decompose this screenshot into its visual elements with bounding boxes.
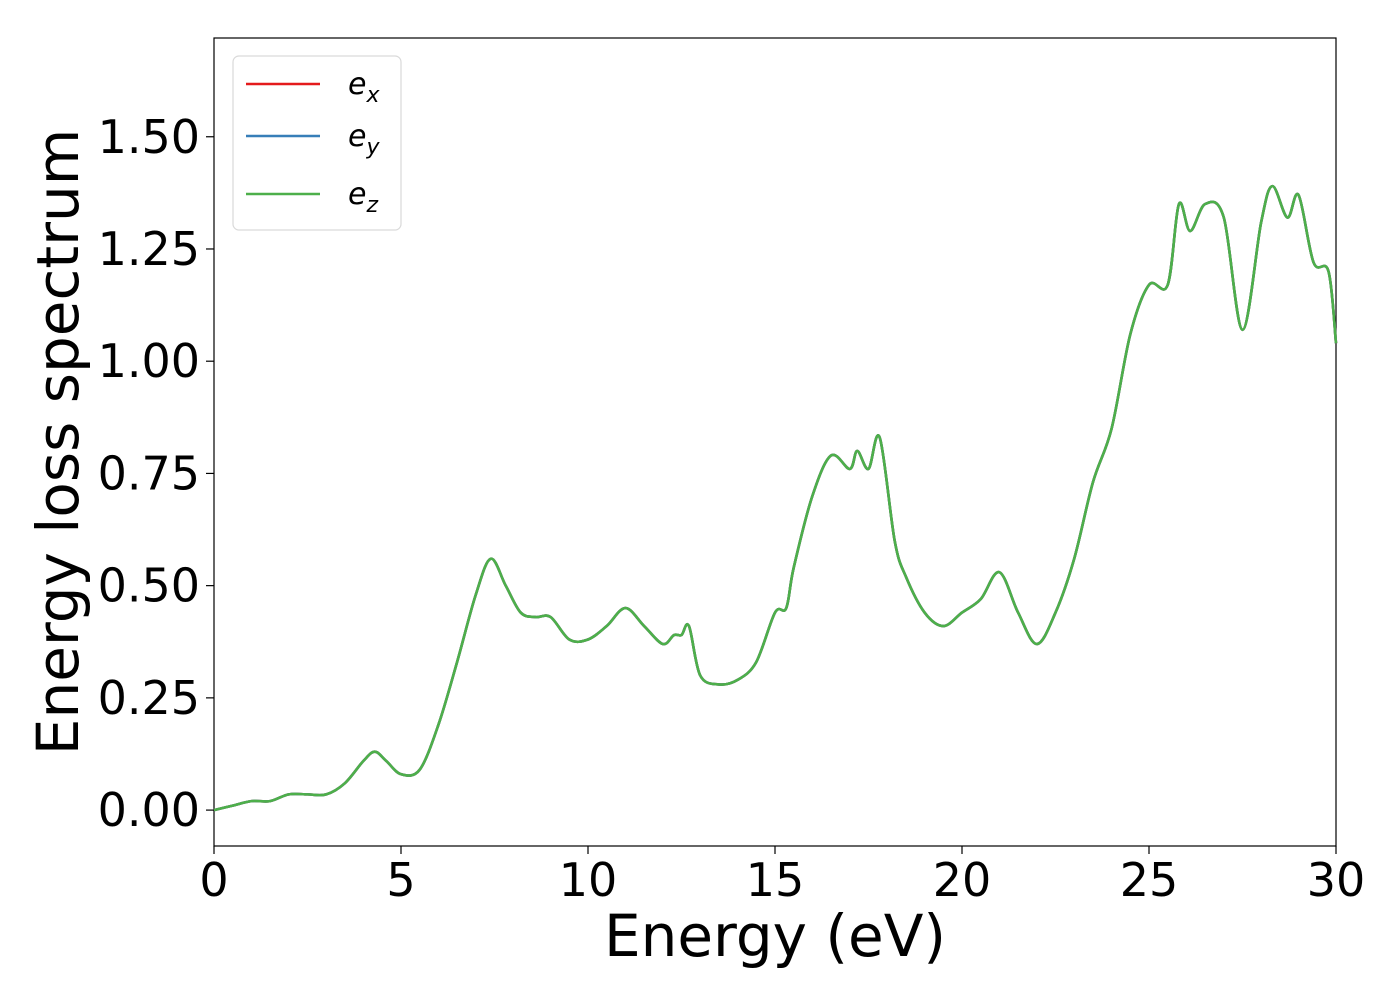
- series-line-ez: [213, 184, 1338, 812]
- legend-label: ey: [348, 119, 380, 160]
- y-axis-title: Energy loss spectrum: [24, 129, 92, 755]
- y-tick-label: 0.75: [98, 446, 200, 500]
- x-tick-label: 20: [933, 853, 992, 907]
- y-tick-label: 1.50: [98, 110, 200, 164]
- x-tick-label: 10: [559, 853, 618, 907]
- legend-label-base: e: [348, 67, 366, 102]
- series-layer: [213, 184, 1338, 812]
- x-tick-label: 15: [746, 853, 805, 907]
- y-tick-label: 1.00: [98, 334, 200, 388]
- series-line-ey: [213, 184, 1338, 812]
- legend-label-sub: y: [365, 135, 380, 160]
- legend-label-sub: z: [365, 193, 378, 218]
- y-tick-label: 1.25: [98, 222, 200, 276]
- legend-label-base: e: [348, 119, 366, 154]
- y-axis: 0.00 0.25 0.50 0.75 1.00 1.25 1.50: [98, 110, 214, 837]
- legend-label-sub: x: [365, 83, 380, 108]
- y-tick-label: 0.50: [98, 559, 200, 613]
- x-axis-title: Energy (eV): [604, 902, 946, 970]
- x-tick-label: 0: [199, 853, 228, 907]
- x-tick-label: 30: [1307, 853, 1366, 907]
- x-axis: 0 5 10 15 20 25 30: [199, 846, 1365, 907]
- legend-label-base: e: [348, 177, 366, 212]
- legend-box: [232, 55, 402, 231]
- x-tick-label: 25: [1120, 853, 1179, 907]
- legend-label: ez: [348, 177, 378, 218]
- y-tick-label: 0.00: [98, 783, 200, 837]
- series-line-ex: [213, 184, 1338, 812]
- legend-label: ex: [348, 67, 380, 108]
- x-tick-label: 5: [386, 853, 415, 907]
- y-tick-label: 0.25: [98, 671, 200, 725]
